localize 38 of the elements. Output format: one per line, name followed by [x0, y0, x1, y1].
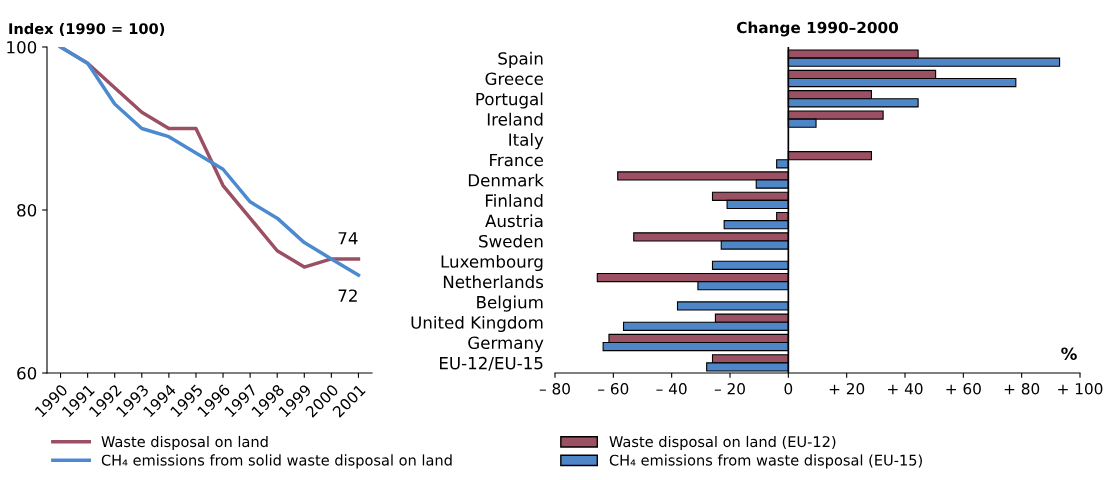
x-tick-label: + 60	[946, 382, 981, 395]
legend-label: CH₄ emissions from solid waste disposal on land	[101, 454, 452, 469]
legend-label: Waste disposal on land (EU-12)	[609, 435, 836, 450]
y-tick-label: Italy	[509, 133, 544, 150]
chart-title: Change 1990–2000	[736, 21, 899, 37]
y-tick-label: Portugal	[476, 92, 543, 109]
y-tick-label: Netherlands	[443, 275, 544, 289]
x-tick-label: + 40	[888, 382, 923, 395]
y-tick-label: United Kingdom	[411, 315, 543, 333]
y-tick-label: Greece	[485, 72, 543, 86]
annotation: %	[1061, 347, 1077, 360]
x-tick-label: – 20	[714, 382, 745, 395]
chart-title: Index (1990 = 100)	[9, 22, 165, 36]
x-tick-label: – 80	[539, 382, 570, 395]
x-tick-label: – 60	[598, 382, 629, 395]
y-tick-label: EU-12/EU-15	[440, 356, 543, 371]
y-tick-label: France	[490, 153, 543, 167]
y-tick-label: Belgium	[477, 295, 543, 312]
legend-label: Waste disposal on land	[101, 435, 268, 450]
y-tick-label: 60	[17, 366, 37, 380]
annotation: 74	[338, 232, 358, 245]
x-tick-label: – 40	[656, 382, 687, 395]
y-tick-label: Germany	[468, 336, 544, 353]
y-tick-label: Finland	[485, 194, 543, 207]
legend-label: CH₄ emissions from waste disposal (EU-15)	[609, 454, 922, 469]
annotation: 72	[338, 289, 357, 302]
y-tick-label: Sweden	[479, 234, 543, 248]
y-tick-label: Denmark	[468, 173, 544, 187]
x-tick-label: + 100	[1058, 382, 1103, 395]
x-tick-label: + 80	[1004, 382, 1040, 395]
y-tick-label: 80	[17, 203, 37, 217]
y-tick-label: Austria	[485, 214, 543, 228]
y-tick-label: Spain	[498, 51, 543, 68]
x-tick-label: + 20	[829, 382, 865, 395]
y-tick-label: Ireland	[487, 112, 543, 126]
x-tick-label: 0	[784, 382, 793, 395]
y-tick-label: Luxembourg	[441, 254, 543, 272]
y-tick-label: 100	[7, 40, 37, 54]
